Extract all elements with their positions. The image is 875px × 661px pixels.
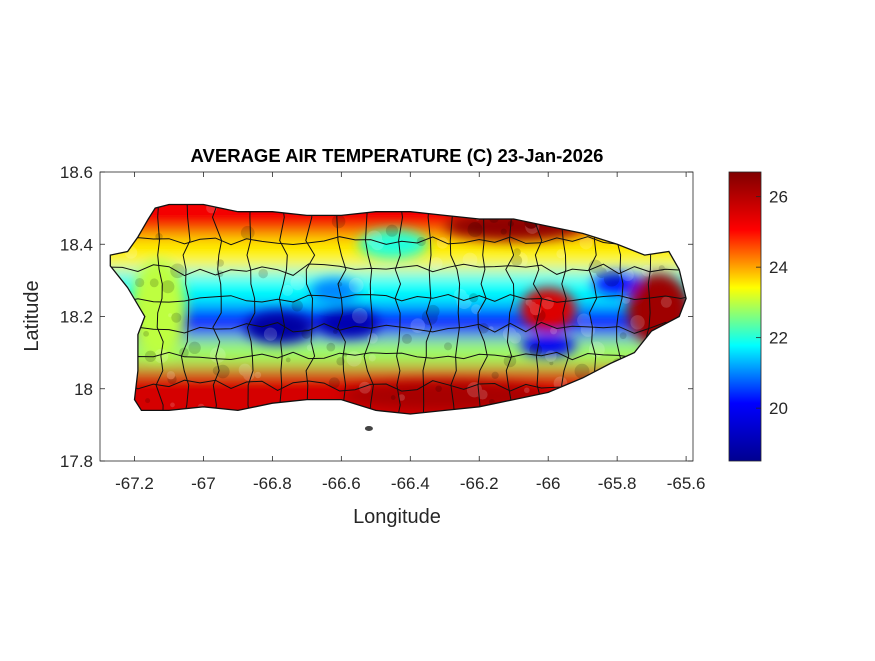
municipality-line [363, 204, 374, 414]
chart-title: AVERAGE AIR TEMPERATURE (C) 23-Jan-2026 [191, 145, 604, 166]
municipality-line [110, 321, 687, 334]
x-tick-label: -66.2 [460, 474, 499, 493]
municipality-line [277, 204, 288, 414]
x-tick-label: -66.4 [391, 474, 430, 493]
y-tick-label: 18.4 [60, 235, 93, 254]
temperature-cell [520, 334, 576, 357]
municipality-line [246, 204, 256, 414]
municipality-line [110, 263, 687, 277]
colorbar-tick-label: 26 [769, 188, 788, 207]
municipality-line [305, 204, 316, 414]
municipality-line [394, 204, 404, 414]
x-tick-label: -65.6 [667, 474, 706, 493]
x-tick-label: -67.2 [115, 474, 154, 493]
temperature-cell [317, 309, 380, 339]
temperature-cell [244, 311, 314, 344]
x-tick-label: -66.8 [253, 474, 292, 493]
municipality-line [505, 204, 515, 414]
y-tick-label: 18.6 [60, 163, 93, 182]
y-axis-label: Latitude [21, 280, 43, 351]
municipality-line [110, 236, 687, 246]
municipality-line [477, 204, 488, 414]
y-tick-label: 17.8 [60, 452, 93, 471]
x-tick-label: -67 [191, 474, 216, 493]
x-tick-label: -66 [536, 474, 561, 493]
temperature-cell [310, 278, 359, 304]
colorbar-tick-label: 22 [769, 329, 788, 348]
municipality-line [211, 204, 223, 414]
colorbar [728, 171, 762, 462]
colorbar-tick-label: 24 [769, 258, 788, 277]
municipality-line [422, 204, 433, 414]
y-tick-label: 18 [74, 380, 93, 399]
temperature-cell [358, 229, 428, 259]
x-axis: -67.2 -67 -66.8 -66.6 -66.4 -66.2 -66 -65.8 -65.… [115, 172, 705, 493]
y-axis: 17.8 18 18.2 18.4 18.6 [60, 163, 693, 471]
x-axis-label: Longitude [353, 506, 441, 528]
municipality-line [110, 351, 687, 361]
y-tick-label: 18.2 [60, 308, 93, 327]
municipality-line [449, 204, 461, 414]
temperature-cell [593, 273, 642, 295]
colorbar-ticks: 20 22 24 26 [756, 188, 788, 418]
municipality-line [155, 204, 164, 414]
municipality-line [110, 293, 687, 303]
municipality-line [180, 204, 191, 414]
colorbar-tick-label: 20 [769, 399, 788, 418]
x-tick-label: -66.6 [322, 474, 361, 493]
municipality-line [336, 204, 347, 414]
x-tick-label: -65.8 [598, 474, 637, 493]
island-outline [109, 203, 687, 415]
offshore-islet [364, 425, 373, 431]
